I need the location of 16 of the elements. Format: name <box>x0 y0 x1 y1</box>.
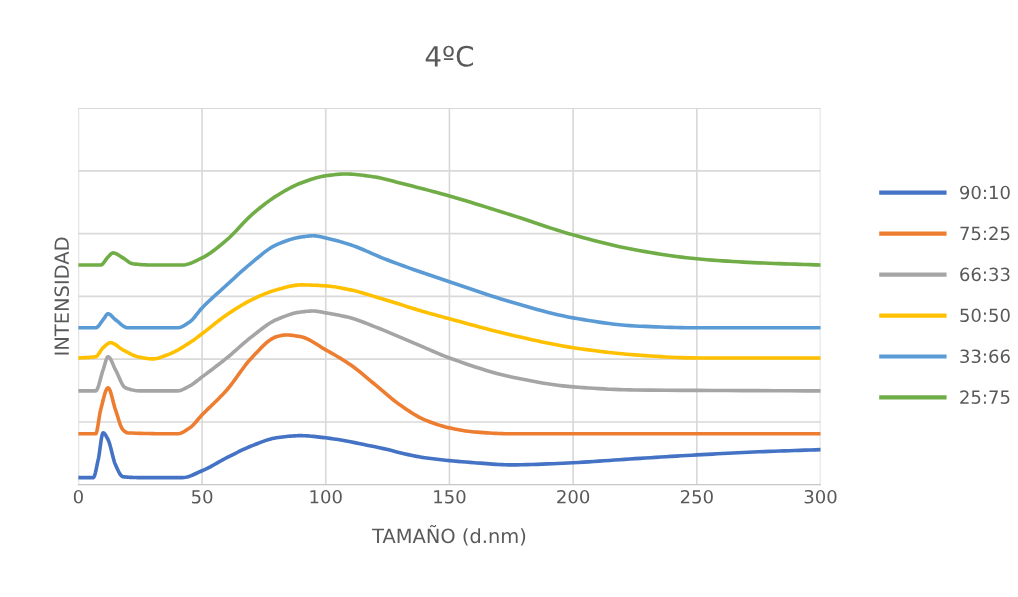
x-tick-label: 100 <box>310 489 342 504</box>
chart-title: 4ºC <box>425 45 474 67</box>
y-axis-title: INTENSIDAD <box>54 237 70 355</box>
x-tick-label: 50 <box>191 489 213 504</box>
legend-label: 75:25 <box>960 226 1010 241</box>
x-tick-label: 200 <box>557 489 590 504</box>
legend-label: 25:75 <box>960 390 1010 405</box>
x-axis-title: TAMAÑO (d.nm) <box>372 525 526 546</box>
x-tick-label: 150 <box>434 489 466 504</box>
legend-label: 66:33 <box>960 267 1010 282</box>
x-tick-label: 300 <box>804 489 837 504</box>
legend-label: 50:50 <box>960 308 1010 323</box>
x-tick-label: 250 <box>680 489 713 504</box>
legend-label: 33:66 <box>960 349 1010 364</box>
x-tick-label: 0 <box>73 489 83 504</box>
legend-label: 90:10 <box>960 185 1010 200</box>
